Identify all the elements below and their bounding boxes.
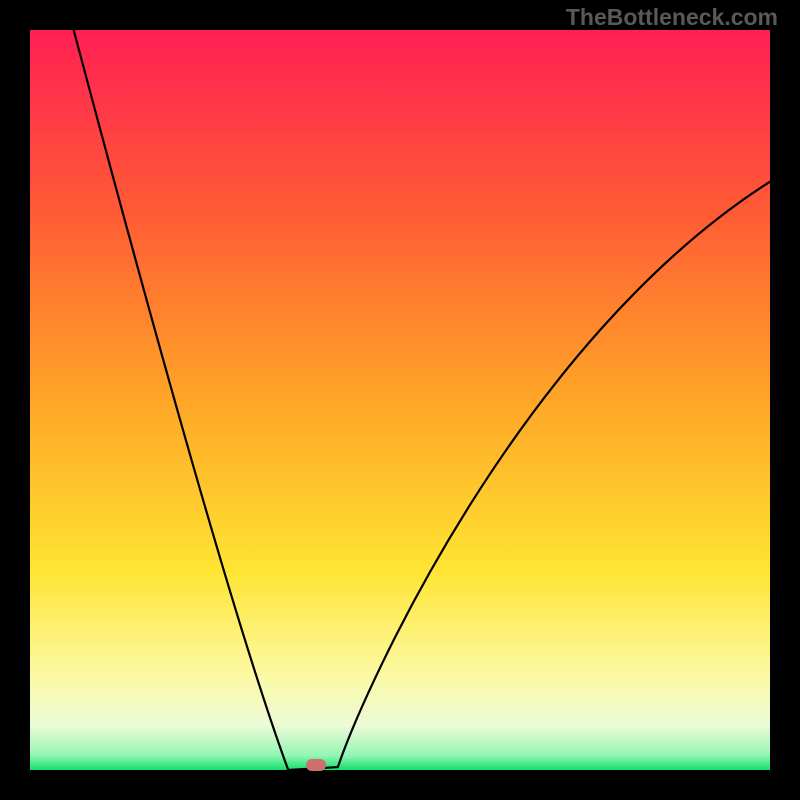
chart-frame: TheBottleneck.com [0,0,800,800]
bottleneck-curve [0,0,800,800]
minimum-marker [306,759,326,772]
